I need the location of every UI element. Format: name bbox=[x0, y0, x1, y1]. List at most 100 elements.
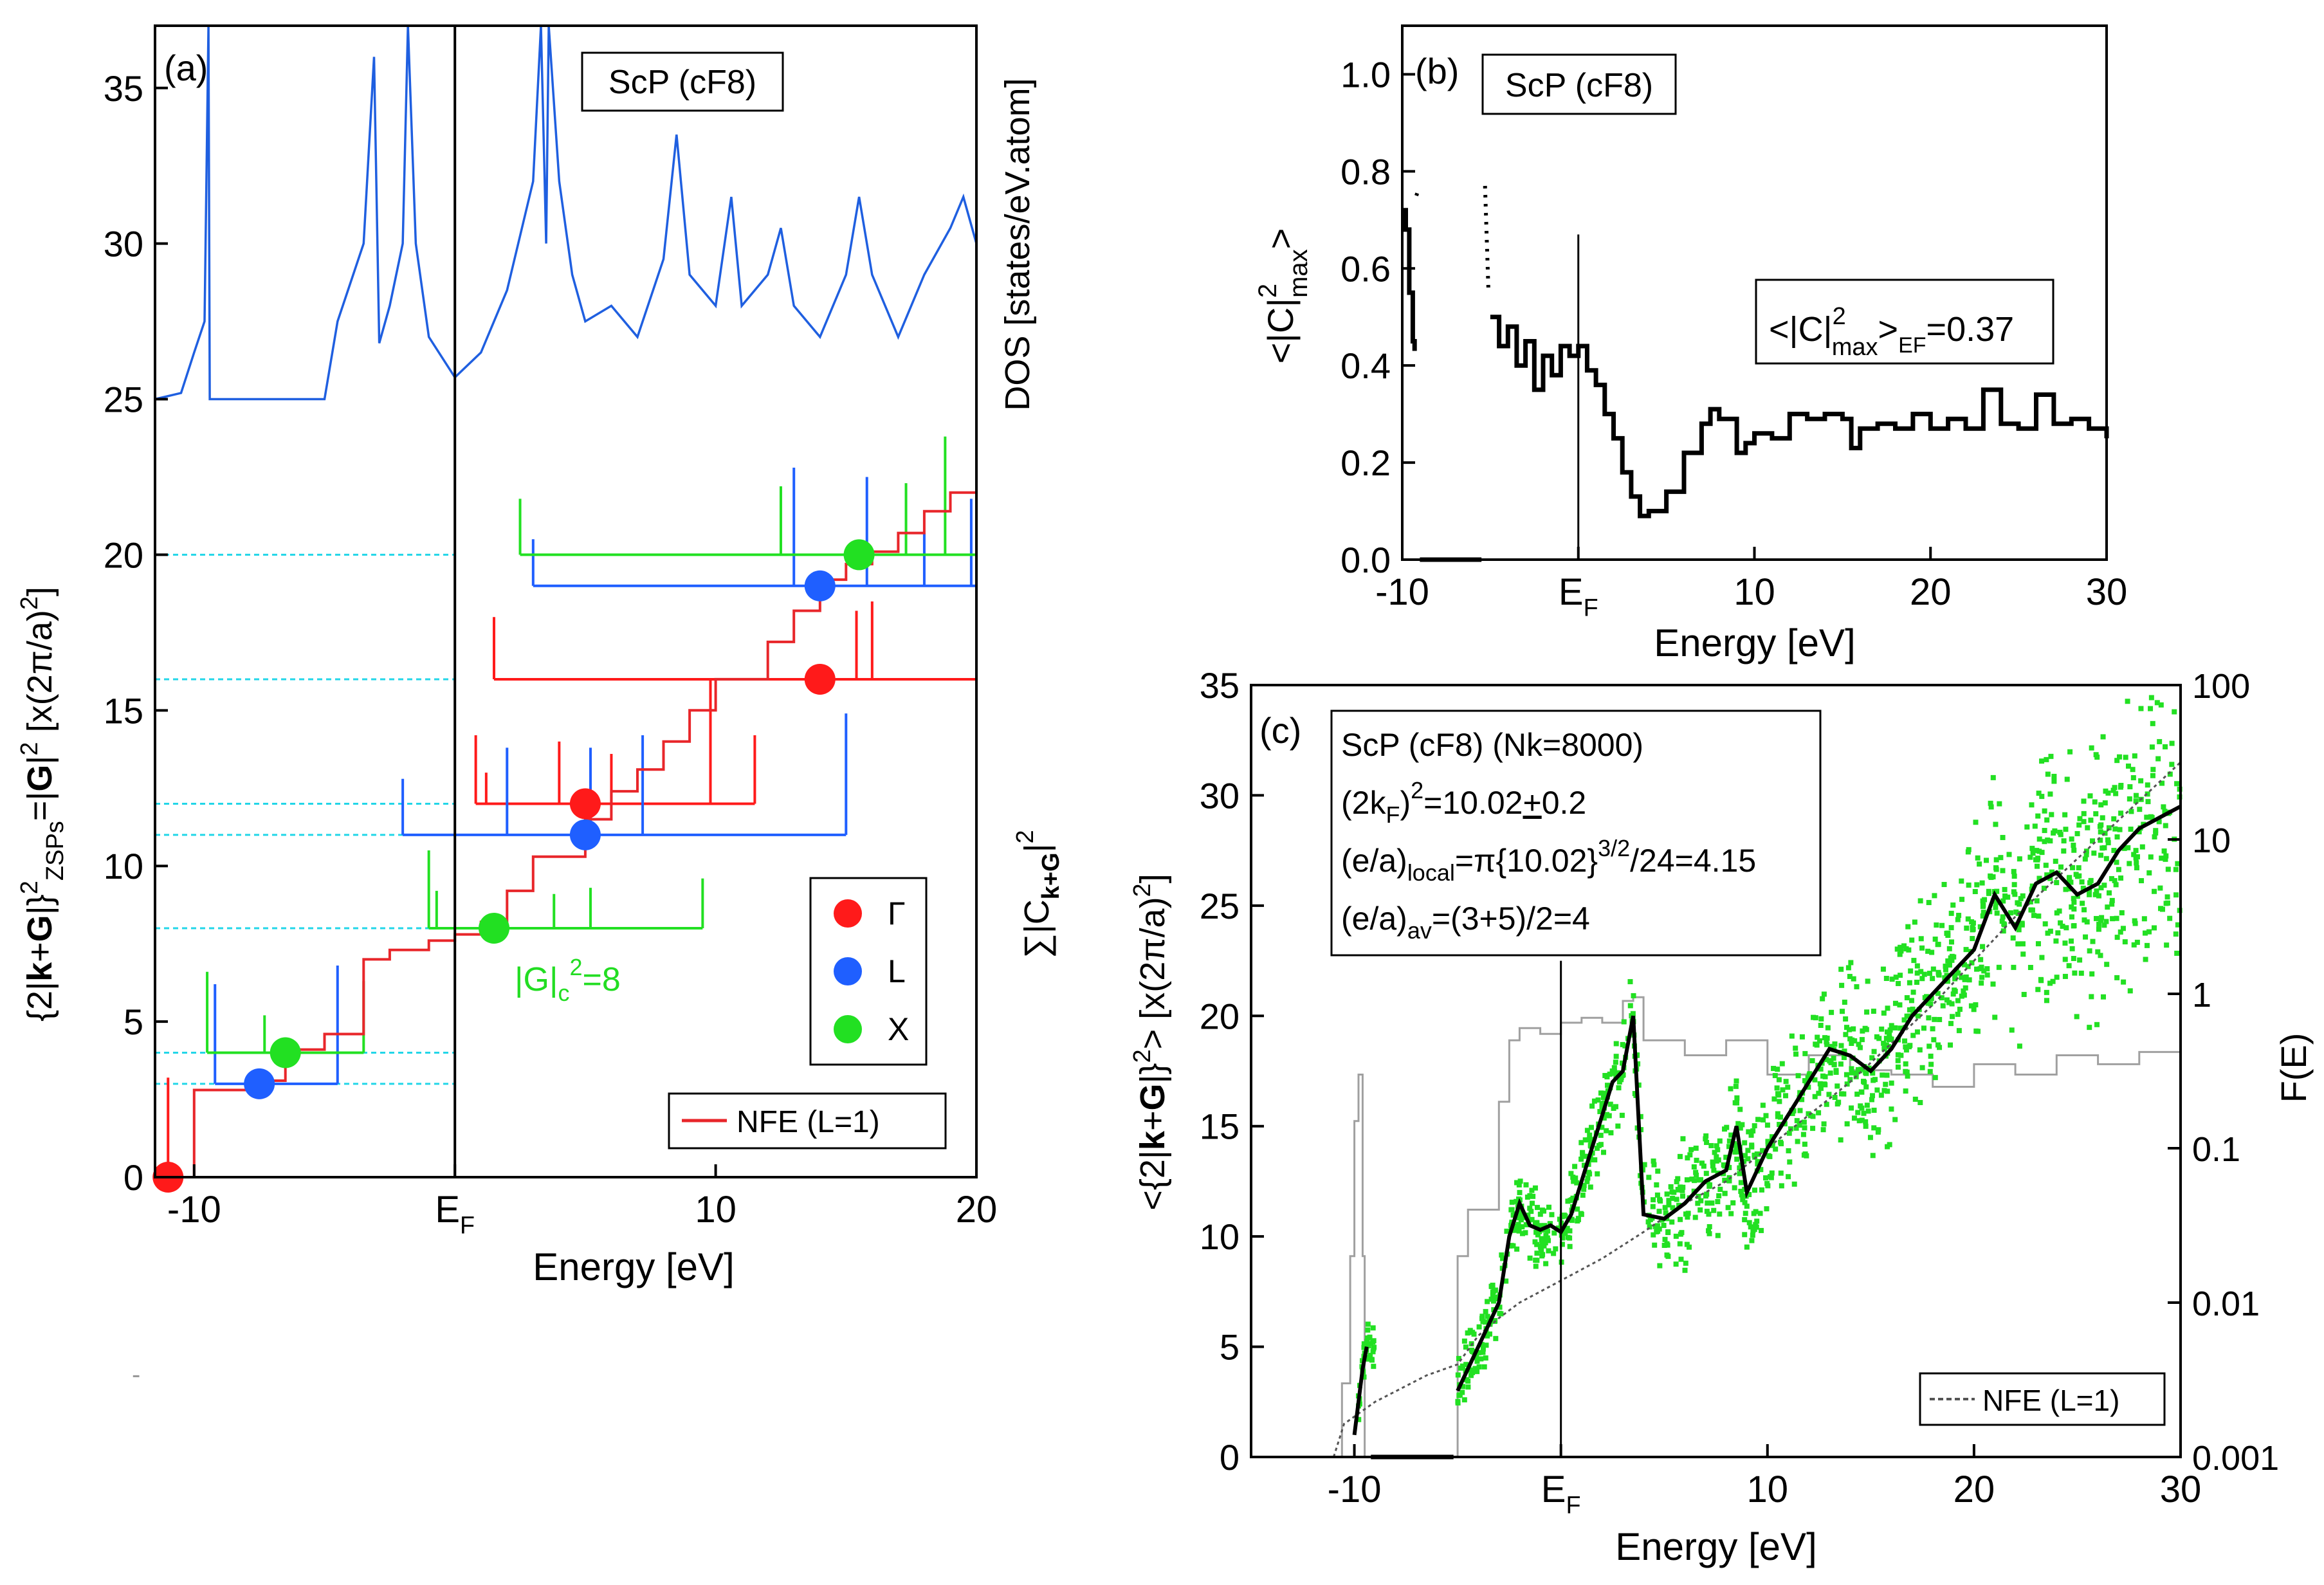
scatter-point bbox=[1743, 1153, 1748, 1159]
scatter-point bbox=[1801, 1119, 1807, 1125]
scatter-point bbox=[1965, 916, 1971, 922]
scatter-point bbox=[1654, 1192, 1660, 1198]
panel-c: 0 5 10 15 20 25 30 35 0.001 0.01 0.1 1 10 100 -10 EF 10 2… bbox=[1129, 665, 2314, 1568]
scatter-point bbox=[1543, 1261, 1549, 1267]
scatter-point bbox=[1981, 968, 1987, 974]
scatter-point bbox=[1966, 847, 1972, 852]
scatter-point bbox=[2118, 811, 2124, 816]
scatter-point bbox=[1607, 1101, 1613, 1107]
c-y2tick-label-4: 10 bbox=[2192, 821, 2231, 860]
scatter-point bbox=[1559, 1241, 1565, 1247]
scatter-point bbox=[1583, 1153, 1589, 1159]
scatter-point bbox=[1757, 1211, 1763, 1216]
scatter-point bbox=[1961, 962, 1967, 967]
scatter-point bbox=[1627, 1003, 1633, 1009]
scatter-point bbox=[1664, 1191, 1670, 1197]
scatter-point bbox=[2047, 928, 2053, 934]
scatter-point bbox=[1959, 897, 1965, 902]
scatter-point bbox=[1926, 971, 1932, 976]
panel-b: 0.0 0.2 0.4 0.6 0.8 1.0 -10 EF 10 20 30 (b) ScP (c… bbox=[1254, 24, 2127, 664]
scatter-point bbox=[1858, 1067, 1864, 1072]
scatter-point bbox=[1638, 1113, 1643, 1119]
scatter-point bbox=[2150, 720, 2155, 726]
scatter-point bbox=[1534, 1251, 1540, 1256]
scatter-point bbox=[2173, 866, 2179, 872]
scatter-point bbox=[1776, 1077, 1782, 1083]
scatter-point bbox=[1760, 1148, 1766, 1153]
scatter-point bbox=[1564, 1225, 1570, 1231]
scatter-point bbox=[2039, 850, 2045, 856]
scatter-point bbox=[1791, 1181, 1797, 1187]
scatter-point bbox=[2017, 1043, 2022, 1049]
scatter-point bbox=[2109, 901, 2115, 907]
panel-b-box-label: ScP (cF8) bbox=[1505, 67, 1653, 104]
scatter-point bbox=[1544, 1238, 1550, 1243]
scatter-point bbox=[2024, 824, 2030, 830]
a-ytick-label-5: 25 bbox=[104, 380, 143, 420]
scatter-point bbox=[2111, 848, 2117, 854]
scatter-point bbox=[1516, 1215, 1522, 1221]
scatter-point bbox=[1499, 1252, 1505, 1258]
scatter-point bbox=[2081, 811, 2087, 816]
scatter-point bbox=[1859, 1089, 1865, 1095]
scatter-point bbox=[1716, 1157, 1721, 1163]
scatter-point bbox=[2051, 778, 2057, 784]
scatter-point bbox=[1601, 1150, 1607, 1155]
scatter-point bbox=[1980, 944, 1986, 949]
scatter-point bbox=[1849, 1041, 1854, 1047]
scatter-point bbox=[2048, 753, 2054, 759]
scatter-point bbox=[2161, 848, 2167, 854]
scatter-point bbox=[1863, 1084, 1869, 1090]
panel-b-ylabel: <|C|2 max> bbox=[1254, 228, 1313, 364]
scatter-point bbox=[2000, 914, 2006, 920]
scatter-point bbox=[2163, 744, 2168, 749]
scatter-point bbox=[1831, 1056, 1836, 1061]
scatter-point bbox=[1651, 1162, 1657, 1168]
scatter-point bbox=[2020, 893, 2026, 899]
scatter-point bbox=[1855, 1067, 1861, 1072]
scatter-point bbox=[2100, 994, 2106, 1000]
scatter-point bbox=[2077, 957, 2083, 963]
scatter-point bbox=[1551, 1251, 1557, 1256]
scatter-point bbox=[1771, 1096, 1777, 1102]
scatter-point bbox=[1964, 925, 1970, 931]
a-ytick-label-7: 35 bbox=[104, 68, 143, 109]
scatter-point bbox=[1908, 968, 1914, 974]
scatter-point bbox=[2163, 901, 2169, 906]
scatter-point bbox=[2039, 794, 2045, 800]
scatter-point bbox=[2132, 753, 2137, 759]
scatter-point bbox=[1854, 1091, 1860, 1097]
scatter-point bbox=[2114, 859, 2119, 865]
legend-l-label: L bbox=[888, 953, 906, 989]
scatter-point bbox=[1944, 978, 1950, 984]
scatter-point bbox=[1734, 1095, 1740, 1101]
scatter-point bbox=[2081, 819, 2087, 825]
scatter-point bbox=[1517, 1178, 1523, 1184]
scatter-point bbox=[1596, 1142, 1602, 1148]
scatter-point bbox=[1483, 1308, 1488, 1314]
scatter-point bbox=[1895, 1058, 1901, 1063]
panel-a-label: (a) bbox=[164, 48, 208, 88]
scatter-point bbox=[1865, 978, 1871, 984]
scatter-point bbox=[1588, 1124, 1594, 1130]
scatter-point bbox=[1948, 1021, 1954, 1027]
scatter-point bbox=[2066, 886, 2072, 892]
scatter-point bbox=[2067, 749, 2073, 755]
scatter-point bbox=[1746, 1220, 1752, 1225]
scatter-point bbox=[1810, 1126, 1816, 1131]
scatter-point bbox=[2069, 914, 2075, 920]
scatter-point bbox=[1532, 1185, 1538, 1191]
scatter-point bbox=[1832, 1041, 1838, 1047]
scatter-point bbox=[2094, 888, 2100, 894]
scatter-point bbox=[1980, 913, 1986, 919]
scatter-point bbox=[1979, 880, 1985, 886]
scatter-point bbox=[1930, 976, 1935, 982]
scatter-point bbox=[1807, 1113, 1813, 1119]
scatter-point bbox=[1905, 1073, 1910, 1079]
scatter-point bbox=[2092, 892, 2098, 897]
scatter-point bbox=[2042, 828, 2047, 834]
scatter-point bbox=[1777, 1122, 1782, 1128]
scatter-point bbox=[1465, 1384, 1471, 1390]
scatter-point bbox=[1814, 1042, 1820, 1048]
scatter-point bbox=[1950, 902, 1956, 908]
